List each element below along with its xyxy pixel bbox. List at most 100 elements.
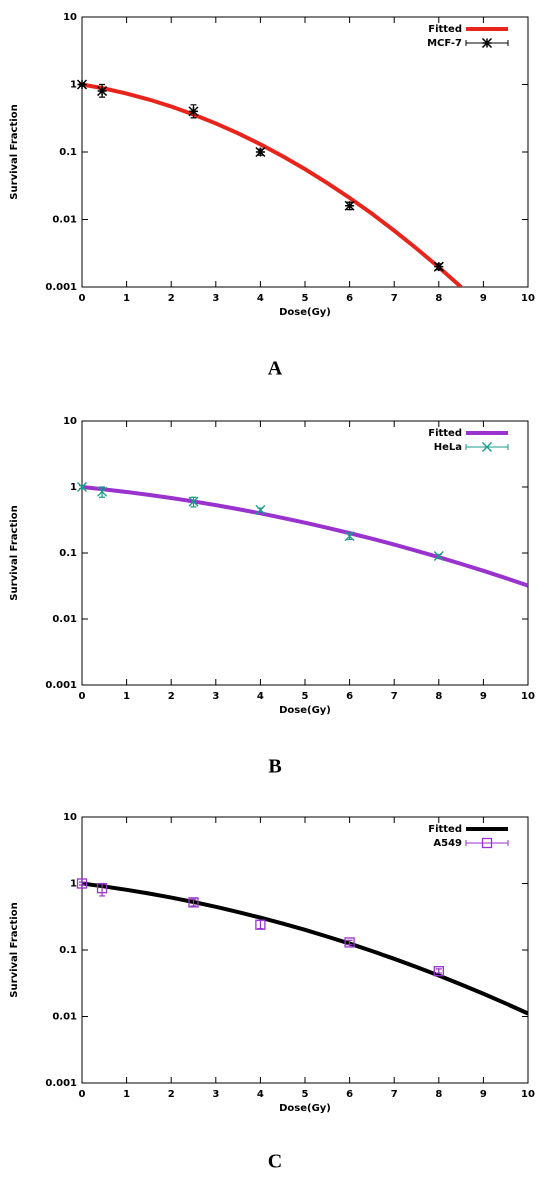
legend-label: Fitted bbox=[428, 824, 462, 835]
x-tick-label: 4 bbox=[257, 691, 264, 702]
legend-label: MCF-7 bbox=[427, 38, 462, 49]
x-tick-label: 6 bbox=[346, 293, 353, 304]
marker-shape bbox=[76, 79, 88, 90]
legend-label: A549 bbox=[433, 838, 462, 849]
marker-shape bbox=[97, 86, 108, 97]
x-tick-label: 3 bbox=[212, 293, 219, 304]
marker-shape bbox=[255, 504, 266, 515]
fitted-curve bbox=[82, 82, 463, 287]
y-tick-label: 0.01 bbox=[52, 215, 77, 226]
y-tick-label: 1 bbox=[70, 80, 77, 91]
marker-shape bbox=[481, 37, 493, 49]
legend-label: Fitted bbox=[428, 428, 462, 439]
marker-shape bbox=[344, 531, 355, 542]
x-tick-label: 10 bbox=[521, 1089, 535, 1100]
x-tick-label: 4 bbox=[257, 1089, 264, 1100]
error-bar bbox=[435, 968, 442, 974]
marker-shape bbox=[433, 261, 444, 272]
y-tick-label: 0.01 bbox=[52, 614, 77, 625]
x-tick-label: 3 bbox=[212, 1089, 219, 1100]
y-tick-label: 0.1 bbox=[59, 147, 77, 158]
x-tick-label: 2 bbox=[168, 293, 175, 304]
data-point bbox=[344, 937, 355, 948]
marker-shape bbox=[255, 146, 266, 158]
y-axis-label: Survival Fraction bbox=[9, 104, 20, 199]
x-tick-label: 8 bbox=[435, 1089, 442, 1100]
x-tick-label: 9 bbox=[480, 691, 487, 702]
marker-shape bbox=[433, 966, 444, 977]
y-tick-label: 0.1 bbox=[59, 945, 77, 956]
error-bar bbox=[190, 898, 197, 907]
legend-label: Fitted bbox=[428, 24, 462, 35]
panel-label: B bbox=[268, 756, 281, 778]
marker-shape bbox=[188, 496, 199, 507]
marker-shape bbox=[481, 837, 493, 849]
x-tick-label: 0 bbox=[79, 691, 86, 702]
legend-errorbar bbox=[465, 840, 509, 846]
x-axis-label: Dose(Gy) bbox=[279, 705, 331, 716]
x-tick-label: 1 bbox=[123, 1089, 130, 1100]
x-tick-label: 4 bbox=[257, 293, 264, 304]
data-point bbox=[77, 482, 87, 492]
y-tick-label: 10 bbox=[63, 416, 77, 427]
marker-shape bbox=[433, 551, 444, 561]
marker-shape bbox=[96, 883, 108, 894]
x-tick-label: 5 bbox=[302, 691, 309, 702]
plot-frame bbox=[81, 420, 529, 686]
marker-shape bbox=[77, 482, 87, 492]
data-point bbox=[255, 504, 266, 515]
marker-shape bbox=[76, 878, 88, 889]
marker-shape bbox=[188, 106, 199, 117]
x-tick-label: 10 bbox=[521, 293, 535, 304]
marker-shape bbox=[482, 442, 492, 452]
legend-label: HeLa bbox=[434, 442, 462, 453]
data-point bbox=[188, 496, 199, 507]
y-tick-label: 0.001 bbox=[45, 680, 77, 691]
fitted-curve bbox=[82, 485, 528, 588]
data-point bbox=[76, 79, 88, 90]
panel-label: C bbox=[268, 1151, 282, 1173]
marker-shape bbox=[344, 200, 355, 211]
x-tick-label: 5 bbox=[302, 293, 309, 304]
x-tick-label: 0 bbox=[79, 293, 86, 304]
x-tick-label: 7 bbox=[391, 691, 398, 702]
x-axis-label: Dose(Gy) bbox=[279, 307, 331, 318]
y-tick-label: 0.001 bbox=[45, 1078, 77, 1089]
plot-frame bbox=[81, 16, 529, 288]
y-tick-label: 1 bbox=[70, 482, 77, 493]
y-tick-label: 0.01 bbox=[52, 1012, 77, 1023]
data-point bbox=[481, 837, 493, 849]
y-tick-label: 0.001 bbox=[45, 282, 77, 293]
x-tick-label: 2 bbox=[168, 1089, 175, 1100]
data-point bbox=[97, 486, 108, 497]
x-tick-label: 7 bbox=[391, 293, 398, 304]
data-point bbox=[433, 261, 444, 272]
x-tick-label: 10 bbox=[521, 691, 535, 702]
data-point bbox=[188, 106, 199, 117]
data-point bbox=[96, 883, 108, 894]
plot-frame bbox=[81, 816, 529, 1084]
data-point bbox=[255, 146, 266, 158]
data-point bbox=[344, 531, 355, 542]
y-axis-label: Survival Fraction bbox=[9, 902, 20, 997]
y-tick-label: 10 bbox=[63, 12, 77, 23]
data-point bbox=[433, 966, 444, 977]
marker-shape bbox=[97, 486, 108, 497]
x-tick-label: 5 bbox=[302, 1089, 309, 1100]
x-tick-label: 1 bbox=[123, 293, 130, 304]
panel-label: A bbox=[268, 358, 283, 380]
data-point bbox=[188, 897, 199, 908]
data-point bbox=[97, 86, 108, 97]
x-tick-label: 9 bbox=[480, 1089, 487, 1100]
x-tick-label: 6 bbox=[346, 691, 353, 702]
x-tick-label: 8 bbox=[435, 691, 442, 702]
x-tick-label: 7 bbox=[391, 1089, 398, 1100]
data-point bbox=[255, 919, 266, 930]
data-point bbox=[76, 878, 88, 889]
x-tick-label: 6 bbox=[346, 1089, 353, 1100]
error-bar bbox=[257, 919, 264, 930]
data-point bbox=[344, 200, 355, 211]
data-point bbox=[433, 551, 444, 561]
y-tick-label: 10 bbox=[63, 812, 77, 823]
